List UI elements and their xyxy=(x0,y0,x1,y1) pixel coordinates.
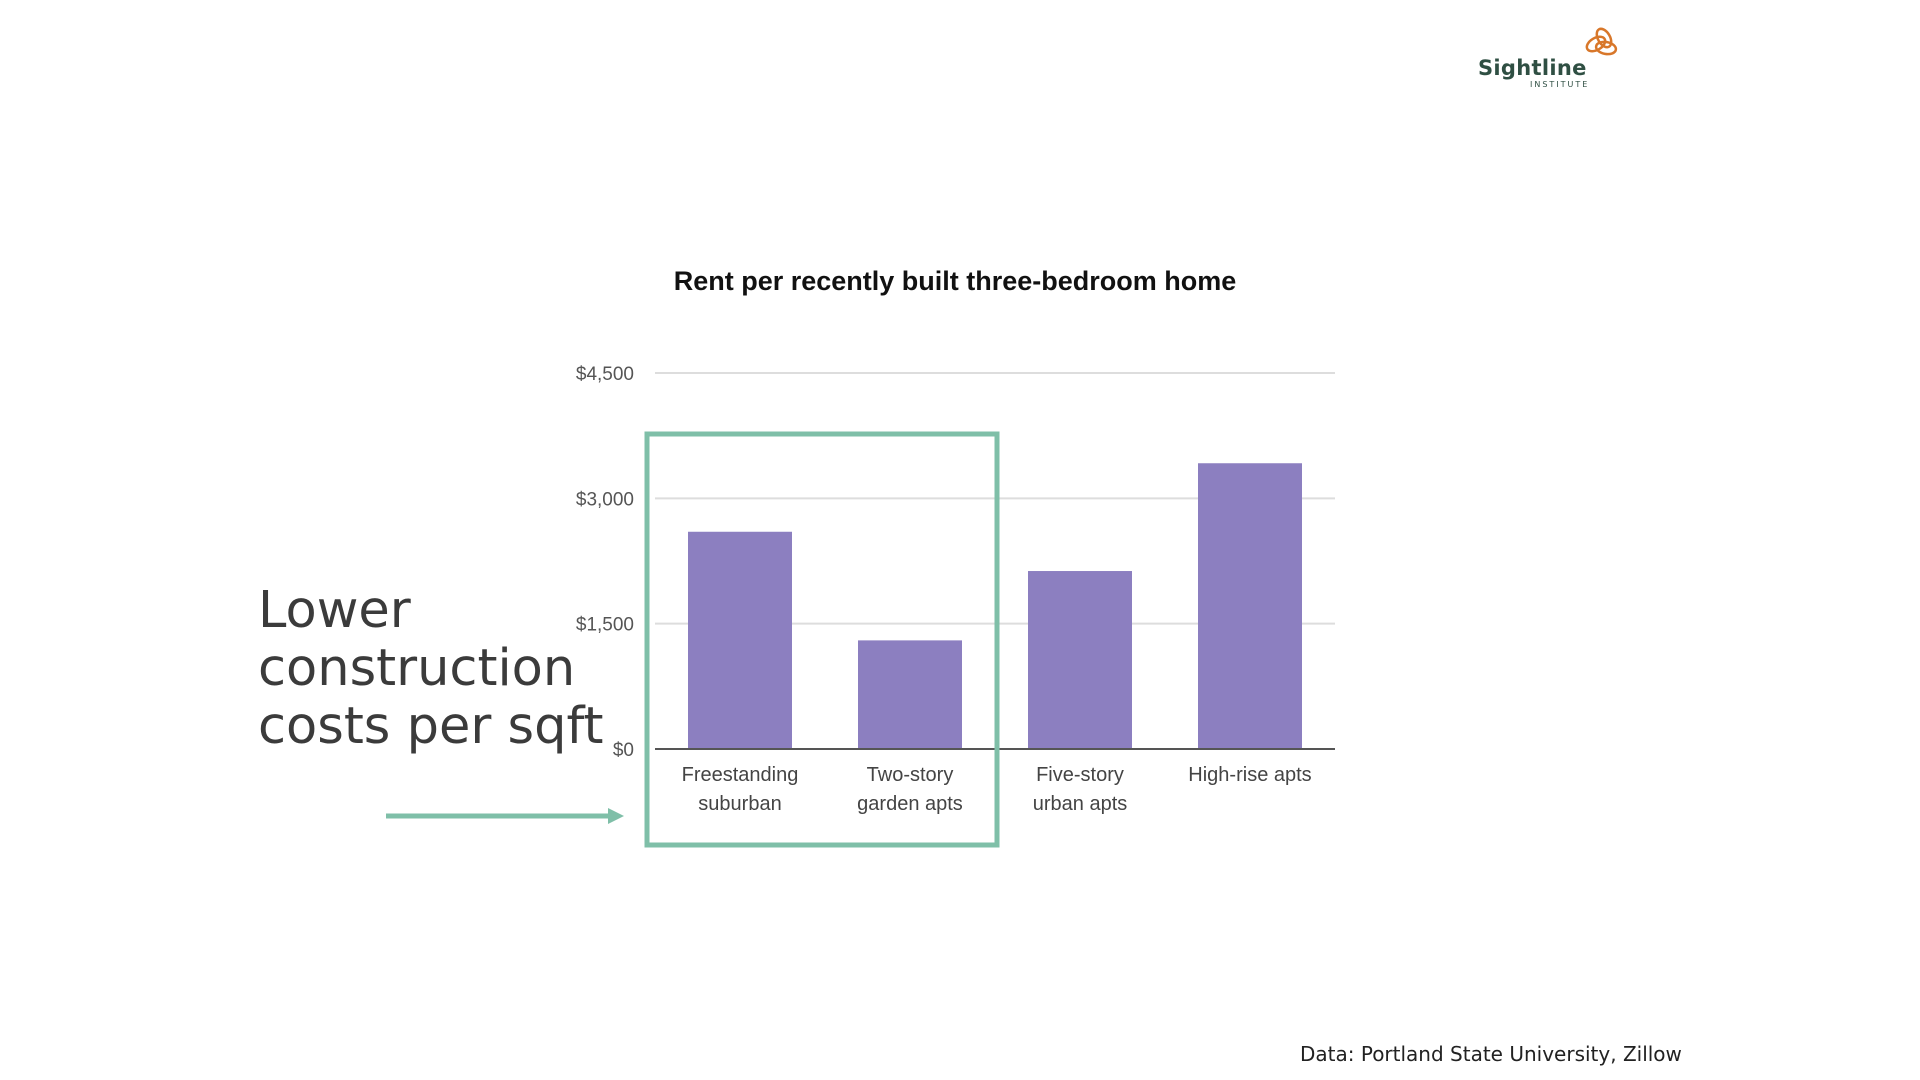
category-label: High-rise apts xyxy=(1188,764,1311,786)
logo-name: Sightline xyxy=(1478,56,1587,80)
bar xyxy=(1028,571,1132,749)
logo-subtitle: INSTITUTE xyxy=(1530,80,1590,89)
data-source: Data: Portland State University, Zillow xyxy=(1300,1042,1682,1066)
highlight-arrow xyxy=(386,808,624,824)
y-tick-labels: $0 $1,500 $3,000 $4,500 xyxy=(576,364,634,761)
annotation-text: Lower construction costs per sqft xyxy=(258,581,604,756)
y-tick-label: $3,000 xyxy=(576,489,634,510)
category-label: Freestanding xyxy=(682,764,799,786)
highlight-box xyxy=(644,431,1000,848)
bar xyxy=(1198,463,1302,749)
bar xyxy=(688,531,792,749)
sightline-logo-icon xyxy=(1585,27,1618,56)
category-label: urban apts xyxy=(1033,793,1128,815)
category-label: suburban xyxy=(698,793,781,815)
bars xyxy=(688,463,1302,749)
category-label: garden apts xyxy=(857,793,963,815)
bar xyxy=(858,640,962,749)
sightline-logo: Sightline INSTITUTE xyxy=(1470,22,1620,92)
chart-title: Rent per recently built three-bedroom ho… xyxy=(674,266,1237,296)
y-tick-label: $1,500 xyxy=(576,615,634,636)
y-tick-label: $4,500 xyxy=(576,364,634,385)
category-labels: Freestanding suburban Two-story garden apts… xyxy=(682,764,1312,815)
category-label: Five-story xyxy=(1036,764,1124,786)
y-tick-label: $0 xyxy=(613,740,634,761)
category-label: Two-story xyxy=(867,764,954,786)
